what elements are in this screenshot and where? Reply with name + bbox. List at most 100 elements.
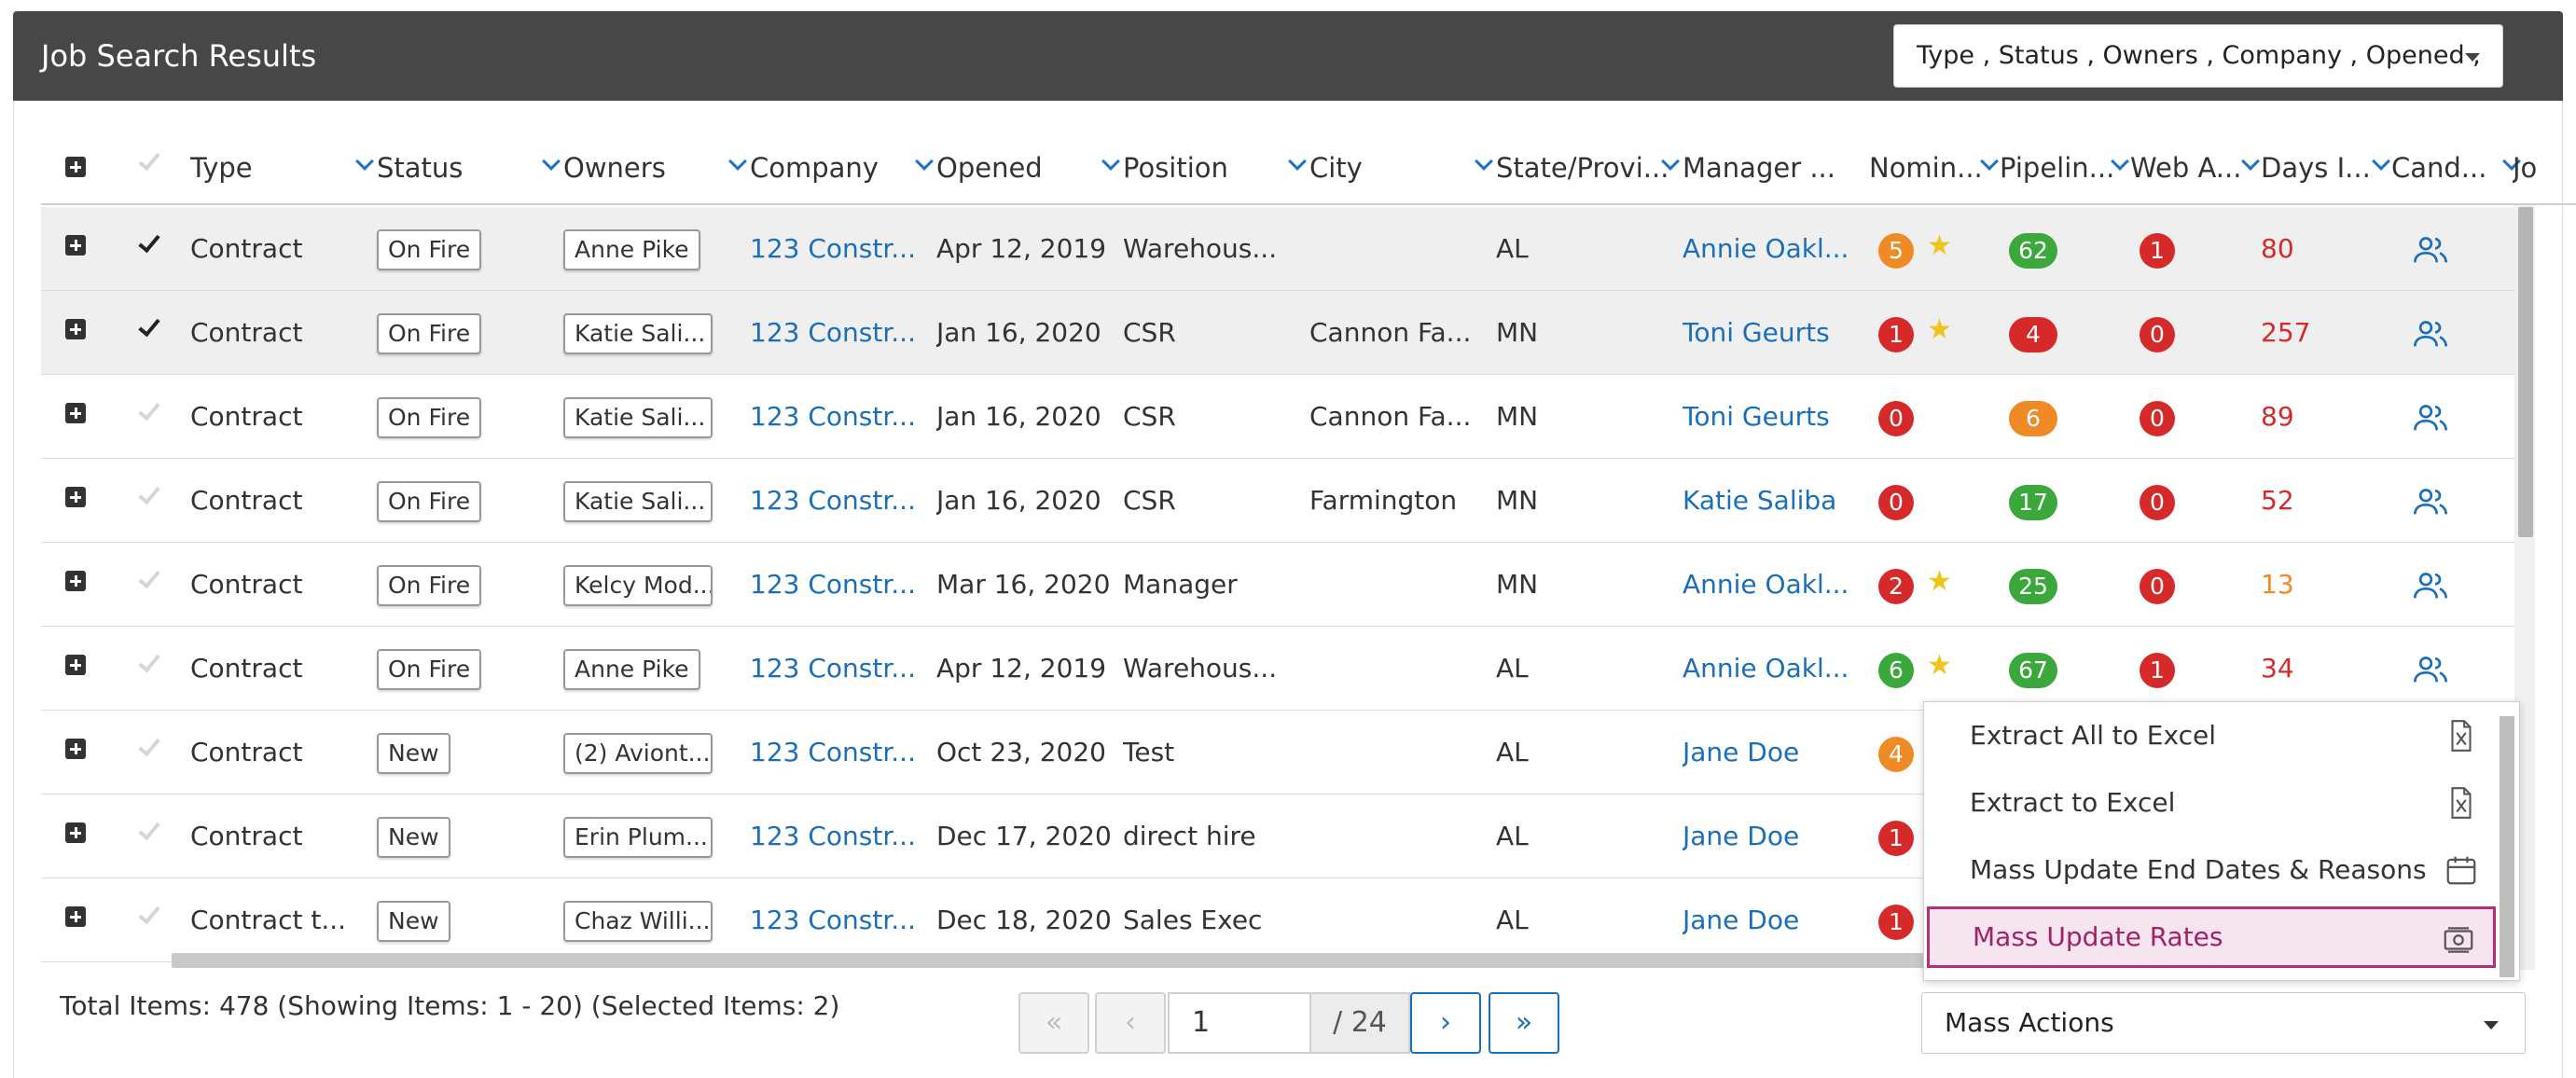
- table-row[interactable]: Contract On Fire Katie Sali... 123 Constr..…: [41, 459, 2514, 543]
- row-select-check-icon[interactable]: [138, 817, 160, 841]
- chevron-down-icon[interactable]: [1101, 152, 1120, 171]
- next-page-button[interactable]: ›: [1410, 992, 1481, 1054]
- chevron-down-icon[interactable]: [1475, 152, 1493, 171]
- candidates-icon[interactable]: [2412, 399, 2449, 436]
- nominations-badge[interactable]: 1: [1878, 821, 1914, 856]
- expand-row-icon[interactable]: [65, 487, 86, 507]
- chevron-down-icon[interactable]: [728, 152, 747, 171]
- col-header-company[interactable]: Company: [750, 131, 936, 205]
- manager-link[interactable]: Jane Doe: [1683, 905, 1800, 935]
- chevron-down-icon[interactable]: [542, 152, 561, 171]
- pipeline-badge[interactable]: 4: [2009, 317, 2057, 352]
- company-link[interactable]: 123 Constr...: [750, 569, 916, 600]
- expand-row-icon[interactable]: [65, 739, 86, 759]
- candidates-icon[interactable]: [2412, 315, 2449, 352]
- nominations-badge[interactable]: 1: [1878, 905, 1914, 940]
- pipeline-badge[interactable]: 25: [2009, 569, 2057, 604]
- first-page-button[interactable]: «: [1018, 992, 1089, 1054]
- col-header-state[interactable]: State/Provi...: [1496, 131, 1683, 205]
- owner-badge[interactable]: Anne Pike: [563, 229, 700, 270]
- pipeline-badge[interactable]: 67: [2009, 653, 2057, 688]
- web-apps-badge[interactable]: 0: [2140, 569, 2175, 604]
- table-row[interactable]: Contract On Fire Katie Sali... 123 Constr..…: [41, 291, 2514, 375]
- select-all-check-icon[interactable]: [138, 147, 160, 172]
- manager-link[interactable]: Annie Oakl...: [1683, 233, 1849, 264]
- chevron-down-icon[interactable]: [355, 152, 374, 171]
- col-header-city[interactable]: City: [1309, 131, 1496, 205]
- chevron-down-icon[interactable]: [2372, 152, 2390, 171]
- col-header-nominations[interactable]: Nomin...: [1869, 131, 2000, 205]
- last-page-button[interactable]: »: [1489, 992, 1559, 1054]
- chevron-down-icon[interactable]: [1980, 152, 1999, 171]
- owner-badge[interactable]: Katie Sali...: [563, 397, 713, 438]
- expand-row-icon[interactable]: [65, 571, 86, 591]
- expand-row-icon[interactable]: [65, 319, 86, 339]
- row-select-check-icon[interactable]: [138, 733, 160, 757]
- web-apps-badge[interactable]: 0: [2140, 317, 2175, 352]
- manager-link[interactable]: Jane Doe: [1683, 821, 1800, 851]
- horizontal-scrollbar[interactable]: [172, 953, 1925, 968]
- table-row[interactable]: Contract On Fire Kelcy Mod... 123 Constr...…: [41, 543, 2514, 627]
- col-header-manager[interactable]: Manager ...: [1683, 131, 1869, 205]
- company-link[interactable]: 123 Constr...: [750, 905, 916, 935]
- manager-link[interactable]: Annie Oakl...: [1683, 569, 1849, 600]
- col-header-owners[interactable]: Owners: [563, 131, 750, 205]
- manager-link[interactable]: Katie Saliba: [1683, 485, 1837, 516]
- company-link[interactable]: 123 Constr...: [750, 233, 916, 264]
- menu-item-extract-excel[interactable]: Extract to Excel: [1927, 772, 2496, 834]
- candidates-icon[interactable]: [2412, 483, 2449, 520]
- manager-link[interactable]: Toni Geurts: [1683, 317, 1830, 348]
- col-header-opened[interactable]: Opened: [936, 131, 1123, 205]
- candidates-icon[interactable]: [2412, 231, 2449, 269]
- web-apps-badge[interactable]: 1: [2140, 653, 2175, 688]
- nominations-badge[interactable]: 0: [1878, 401, 1914, 436]
- page-input[interactable]: 1: [1168, 992, 1311, 1054]
- prev-page-button[interactable]: ‹: [1095, 992, 1166, 1054]
- company-link[interactable]: 123 Constr...: [750, 485, 916, 516]
- col-header-candidates[interactable]: Cand...: [2391, 131, 2522, 205]
- owner-badge[interactable]: Chaz Willi...: [563, 901, 713, 942]
- chevron-down-icon[interactable]: [915, 152, 934, 171]
- table-row[interactable]: Contract New (2) Aviont... 123 Constr... Oct…: [41, 711, 2514, 795]
- manager-link[interactable]: Jane Doe: [1683, 737, 1800, 767]
- company-link[interactable]: 123 Constr...: [750, 653, 916, 684]
- expand-row-icon[interactable]: [65, 655, 86, 675]
- owner-badge[interactable]: Katie Sali...: [563, 481, 713, 522]
- expand-all-icon[interactable]: [65, 157, 86, 177]
- row-select-check-icon[interactable]: [138, 397, 160, 422]
- owner-badge[interactable]: Erin Plum...: [563, 817, 713, 858]
- row-select-check-icon[interactable]: [138, 313, 160, 338]
- nominations-badge[interactable]: 1: [1878, 317, 1914, 352]
- table-row[interactable]: Contract On Fire Anne Pike 123 Constr... Apr…: [41, 207, 2514, 291]
- col-header-pipeline[interactable]: Pipelin...: [2000, 131, 2130, 205]
- menu-scrollbar[interactable]: [2500, 716, 2514, 977]
- web-apps-badge[interactable]: 1: [2140, 233, 2175, 269]
- columns-select[interactable]: Type , Status , Owners , Company , Opene…: [1893, 24, 2503, 88]
- nominations-badge[interactable]: 6: [1878, 653, 1914, 688]
- company-link[interactable]: 123 Constr...: [750, 401, 916, 432]
- vertical-scrollbar-thumb[interactable]: [2518, 207, 2533, 537]
- expand-row-icon[interactable]: [65, 906, 86, 927]
- expand-row-icon[interactable]: [65, 403, 86, 423]
- col-header-job[interactable]: Jo: [2513, 131, 2569, 205]
- owner-badge[interactable]: Katie Sali...: [563, 313, 713, 354]
- candidates-icon[interactable]: [2412, 651, 2449, 688]
- col-header-position[interactable]: Position: [1123, 131, 1309, 205]
- web-apps-badge[interactable]: 0: [2140, 485, 2175, 520]
- nominations-badge[interactable]: 4: [1878, 737, 1914, 772]
- col-header-web-apps[interactable]: Web A...: [2130, 131, 2261, 205]
- chevron-down-icon[interactable]: [2241, 152, 2260, 171]
- pipeline-badge[interactable]: 6: [2009, 401, 2057, 436]
- nominations-badge[interactable]: 0: [1878, 485, 1914, 520]
- menu-item-mass-update-rates[interactable]: Mass Update Rates: [1927, 906, 2496, 968]
- expand-row-icon[interactable]: [65, 822, 86, 843]
- pipeline-badge[interactable]: 17: [2009, 485, 2057, 520]
- candidates-icon[interactable]: [2412, 567, 2449, 604]
- row-select-check-icon[interactable]: [138, 565, 160, 589]
- row-select-check-icon[interactable]: [138, 649, 160, 673]
- col-header-days[interactable]: Days I...: [2261, 131, 2391, 205]
- nominations-badge[interactable]: 5: [1878, 233, 1914, 269]
- row-select-check-icon[interactable]: [138, 481, 160, 505]
- owner-badge[interactable]: (2) Aviont...: [563, 733, 713, 774]
- expand-row-icon[interactable]: [65, 235, 86, 256]
